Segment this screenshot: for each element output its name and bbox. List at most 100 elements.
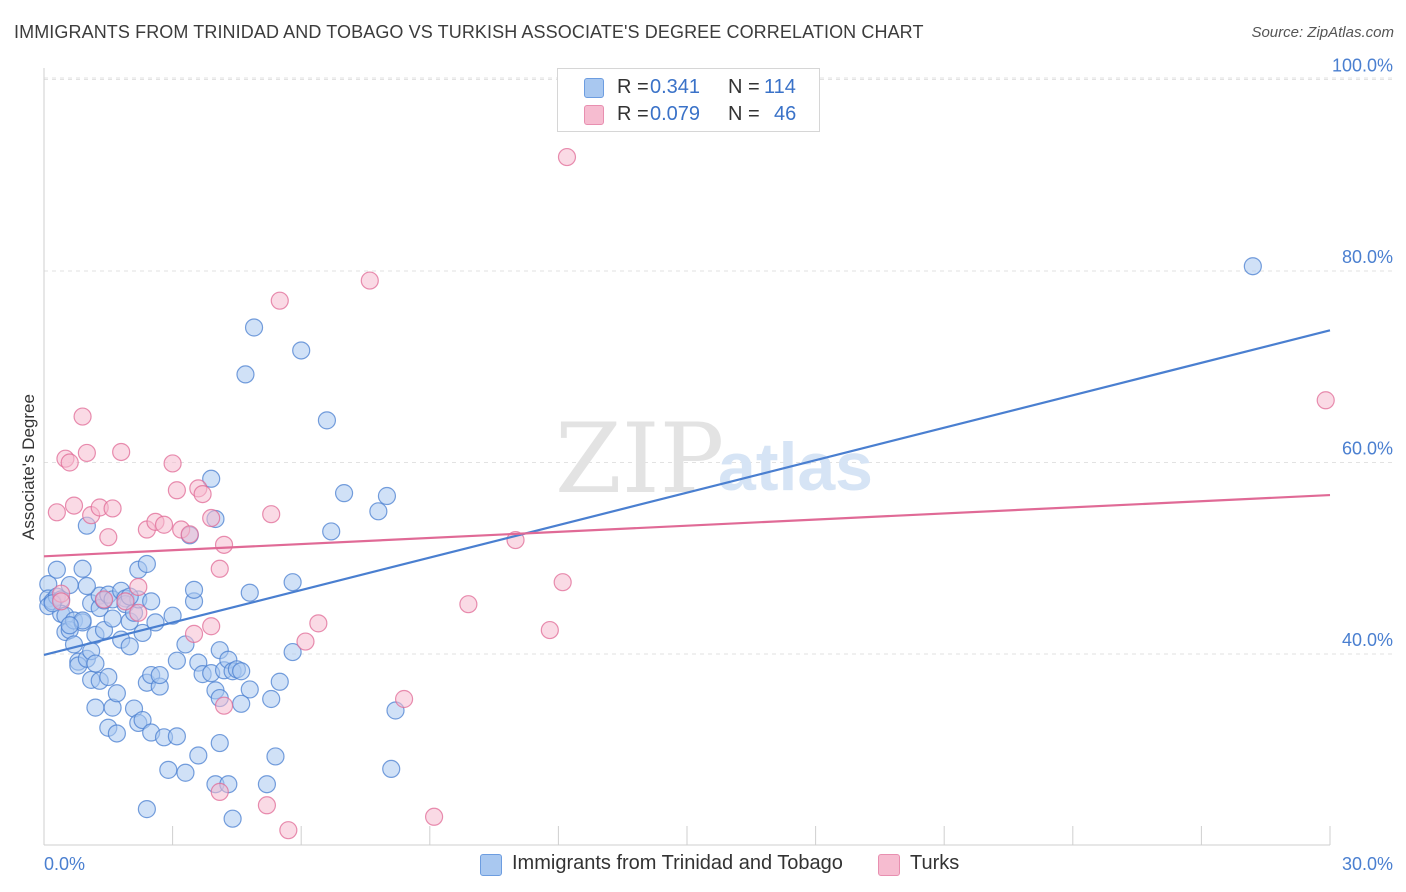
point-trinidad xyxy=(137,800,156,819)
point-trinidad xyxy=(283,642,302,662)
point-trinidad xyxy=(167,651,186,670)
point-trinidad xyxy=(77,576,96,596)
bottom-legend-label: Turks xyxy=(910,852,960,874)
y-axis-label: Associate's Degree xyxy=(19,394,38,540)
point-turks xyxy=(180,525,199,544)
point-trinidad xyxy=(210,733,229,753)
point-trinidad xyxy=(107,724,126,743)
point-turks xyxy=(214,696,234,715)
point-turks xyxy=(77,443,96,463)
point-turks xyxy=(112,442,131,462)
y-tick-label: 100.0% xyxy=(1332,56,1393,76)
legend-n-value: 114 xyxy=(764,76,796,98)
y-tick-label: 80.0% xyxy=(1342,247,1393,267)
point-trinidad xyxy=(236,365,255,384)
legend: R = 0.341 N = 114 R = 0.079 N = 46 xyxy=(557,68,820,132)
point-trinidad xyxy=(232,694,251,713)
trend-lines xyxy=(43,329,1331,657)
point-turks xyxy=(184,624,204,643)
legend-r-label: R = xyxy=(617,76,649,98)
point-turks xyxy=(129,577,148,597)
point-trinidad xyxy=(73,559,92,578)
point-trinidad xyxy=(86,654,105,673)
point-turks xyxy=(99,528,118,547)
legend-r-value: 0.341 xyxy=(650,76,701,98)
point-trinidad xyxy=(377,486,397,506)
point-turks xyxy=(167,481,186,500)
point-trinidad xyxy=(99,667,118,687)
point-turks xyxy=(553,573,572,592)
x-tick-label: 0.0% xyxy=(44,854,85,874)
point-turks xyxy=(540,620,559,640)
point-trinidad xyxy=(60,616,79,635)
point-turks xyxy=(129,603,148,622)
point-turks xyxy=(279,821,298,840)
point-turks xyxy=(210,559,229,578)
watermark-zip: ZIP xyxy=(555,403,724,515)
legend-r-value: 0.079 xyxy=(650,103,701,125)
point-turks xyxy=(52,592,71,611)
point-trinidad xyxy=(189,746,208,765)
trend-line-trinidad xyxy=(43,329,1331,657)
legend-r-label: R = xyxy=(617,103,649,125)
point-trinidad xyxy=(184,580,204,599)
bottom-legend-label: Immigrants from Trinidad and Tobago xyxy=(512,852,843,874)
watermark: ZIP atlas xyxy=(555,403,873,515)
point-trinidad xyxy=(244,318,264,337)
point-trinidad xyxy=(103,609,122,628)
legend-swatch-blue xyxy=(584,78,604,98)
legend-n-label: N = xyxy=(728,103,760,125)
point-turks xyxy=(270,291,289,310)
legend-n-value: 46 xyxy=(774,103,797,125)
bottom-legend-swatch-pink xyxy=(878,854,900,876)
point-trinidad xyxy=(142,592,161,611)
point-turks xyxy=(1316,391,1335,410)
point-turks xyxy=(163,454,182,473)
point-turks xyxy=(424,807,444,826)
point-trinidad xyxy=(283,573,302,592)
point-turks xyxy=(47,503,66,522)
point-turks xyxy=(214,535,234,554)
point-turks xyxy=(193,484,212,504)
point-turks xyxy=(557,147,577,167)
point-turks xyxy=(60,453,79,472)
point-turks xyxy=(154,515,174,534)
point-trinidad xyxy=(86,698,105,717)
y-tick-label: 40.0% xyxy=(1342,630,1393,650)
point-trinidad xyxy=(322,522,341,541)
point-turks xyxy=(296,632,315,651)
legend-n-label: N = xyxy=(728,76,760,98)
tick-labels: 40.0% 60.0% 80.0% 100.0% 0.0% 30.0% xyxy=(44,56,1393,875)
point-trinidad xyxy=(292,341,311,360)
point-trinidad xyxy=(240,680,259,699)
point-trinidad xyxy=(47,560,66,579)
point-trinidad xyxy=(137,554,156,574)
point-turks xyxy=(262,505,281,524)
point-trinidad xyxy=(167,727,186,746)
point-trinidad xyxy=(133,710,152,730)
series-turks-points xyxy=(47,147,1335,840)
point-trinidad xyxy=(334,484,354,503)
point-trinidad xyxy=(232,662,251,681)
point-trinidad xyxy=(1243,257,1262,276)
point-turks xyxy=(394,689,414,709)
point-trinidad xyxy=(382,759,401,779)
y-tick-label: 60.0% xyxy=(1342,439,1393,459)
point-turks xyxy=(257,796,277,815)
point-turks xyxy=(309,614,328,633)
source-credit: Source: ZipAtlas.com xyxy=(1251,24,1394,41)
point-trinidad xyxy=(120,637,139,656)
point-trinidad xyxy=(64,635,84,654)
point-turks xyxy=(202,617,221,636)
point-turks xyxy=(103,499,122,518)
trend-line-turks xyxy=(43,493,1331,558)
point-trinidad xyxy=(262,689,281,709)
point-trinidad xyxy=(257,775,277,794)
axes xyxy=(43,68,1331,846)
point-turks xyxy=(202,508,221,528)
point-trinidad xyxy=(150,665,169,685)
point-turks xyxy=(94,590,114,609)
point-turks xyxy=(73,407,92,426)
point-trinidad xyxy=(369,502,388,521)
x-tick-label: 30.0% xyxy=(1342,854,1393,874)
